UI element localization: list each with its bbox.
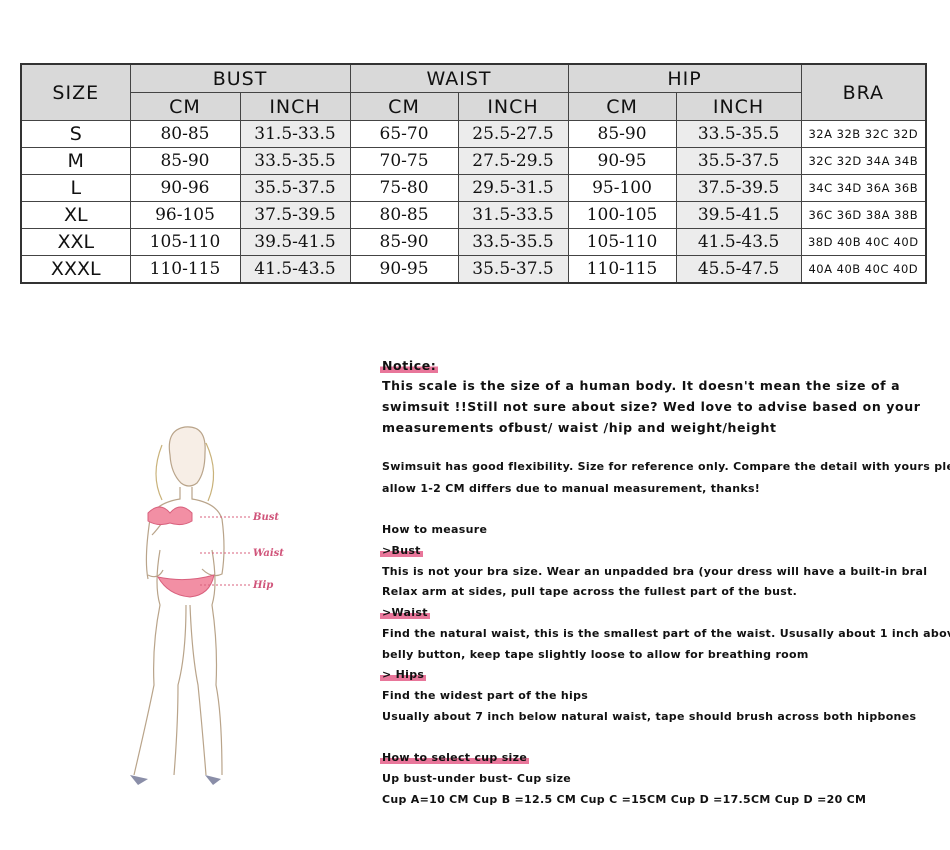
table-row: M 85-90 33.5-35.5 70-75 27.5-29.5 90-95 35.5-3… — [20, 147, 927, 175]
cell-bra: 40A 40B 40C 40D — [800, 255, 927, 284]
how-to-measure: How to measure — [382, 523, 488, 536]
cup-line: Cup A=10 CM Cup B =12.5 CM Cup C =15CM C… — [382, 793, 867, 806]
body-measurement-illustration: Bust Waist Hip — [130, 426, 284, 785]
waist-label: Waist — [253, 548, 284, 559]
cell-waist-cm: 80-85 — [349, 201, 459, 229]
cell-waist-cm: 90-95 — [349, 255, 459, 284]
cell-bust-cm: 105-110 — [129, 228, 241, 256]
header-inch: INCH — [675, 92, 802, 121]
cell-hip-cm: 100-105 — [567, 201, 677, 229]
cell-hip-cm: 110-115 — [567, 255, 677, 284]
cell-waist-in: 35.5-37.5 — [457, 255, 569, 284]
cell-bust-in: 39.5-41.5 — [239, 228, 351, 256]
waist-title: >Waist — [380, 606, 430, 619]
hips-line: Find the widest part of the hips — [382, 689, 589, 702]
cell-waist-in: 31.5-33.5 — [457, 201, 569, 229]
cell-bra: 32A 32B 32C 32D — [800, 120, 927, 148]
hips-title: > Hips — [380, 668, 427, 681]
cell-size: XXL — [20, 228, 131, 256]
waist-line: belly button, keep tape slightly loose t… — [382, 648, 809, 661]
header-bust: BUST — [129, 63, 351, 93]
cell-bust-in: 41.5-43.5 — [239, 255, 351, 284]
cell-bust-in: 37.5-39.5 — [239, 201, 351, 229]
notice-line: swimsuit !!Still not sure about size? We… — [382, 399, 921, 414]
table-row: XXL 105-110 39.5-41.5 85-90 33.5-35.5 105-110… — [20, 228, 927, 256]
cell-hip-in: 37.5-39.5 — [675, 174, 802, 202]
table-row: XXXL 110-115 41.5-43.5 90-95 35.5-37.5 110-11… — [20, 255, 927, 284]
bust-label: Bust — [252, 512, 279, 523]
cell-waist-cm: 70-75 — [349, 147, 459, 175]
cell-waist-in: 27.5-29.5 — [457, 147, 569, 175]
cell-waist-cm: 85-90 — [349, 228, 459, 256]
cell-hip-in: 39.5-41.5 — [675, 201, 802, 229]
notice-title: Notice: — [380, 358, 439, 373]
table-row: L 90-96 35.5-37.5 75-80 29.5-31.5 95-100 37.5-… — [20, 174, 927, 202]
header-cm: CM — [129, 92, 241, 121]
cell-size: S — [20, 120, 131, 148]
cell-waist-in: 33.5-35.5 — [457, 228, 569, 256]
header-cm: CM — [567, 92, 677, 121]
cell-bra: 36C 36D 38A 38B — [800, 201, 927, 229]
size-chart-table: SIZE BUST WAIST HIP BRA CM INCH CM INCH … — [20, 63, 928, 284]
cell-hip-in: 35.5-37.5 — [675, 147, 802, 175]
header-inch: INCH — [457, 92, 569, 121]
cell-bra: 34C 34D 36A 36B — [800, 174, 927, 202]
flex-line: Swimsuit has good flexibility. Size for … — [382, 460, 950, 473]
header-waist: WAIST — [349, 63, 569, 93]
cell-bust-cm: 96-105 — [129, 201, 241, 229]
cell-waist-in: 25.5-27.5 — [457, 120, 569, 148]
table-row: S 80-85 31.5-33.5 65-70 25.5-27.5 85-90 33.5-3… — [20, 120, 927, 148]
cell-hip-cm: 90-95 — [567, 147, 677, 175]
header-cm: CM — [349, 92, 459, 121]
cell-size: L — [20, 174, 131, 202]
table-row: XL 96-105 37.5-39.5 80-85 31.5-33.5 100-105 39… — [20, 201, 927, 229]
cup-line: Up bust-under bust- Cup size — [382, 772, 572, 785]
cell-bust-in: 35.5-37.5 — [239, 174, 351, 202]
bust-title: >Bust — [380, 544, 423, 557]
hip-label: Hip — [252, 580, 273, 591]
cell-bra: 38D 40B 40C 40D — [800, 228, 927, 256]
cell-size: XL — [20, 201, 131, 229]
cell-bust-in: 33.5-35.5 — [239, 147, 351, 175]
cell-bust-cm: 90-96 — [129, 174, 241, 202]
cell-bust-in: 31.5-33.5 — [239, 120, 351, 148]
cell-size: XXXL — [20, 255, 131, 284]
cell-hip-in: 41.5-43.5 — [675, 228, 802, 256]
cell-waist-in: 29.5-31.5 — [457, 174, 569, 202]
waist-line: Find the natural waist, this is the smal… — [382, 627, 950, 640]
cell-hip-cm: 95-100 — [567, 174, 677, 202]
header-inch: INCH — [239, 92, 351, 121]
header-hip: HIP — [567, 63, 802, 93]
cell-hip-cm: 85-90 — [567, 120, 677, 148]
header-bra: BRA — [800, 63, 927, 121]
flex-line: allow 1-2 CM differs due to manual measu… — [382, 482, 761, 495]
cell-waist-cm: 75-80 — [349, 174, 459, 202]
cell-bust-cm: 85-90 — [129, 147, 241, 175]
cell-waist-cm: 65-70 — [349, 120, 459, 148]
notice-line: This scale is the size of a human body. … — [382, 378, 901, 393]
cell-hip-in: 33.5-35.5 — [675, 120, 802, 148]
cell-bra: 32C 32D 34A 34B — [800, 147, 927, 175]
cell-size: M — [20, 147, 131, 175]
bust-line: Relax arm at sides, pull tape across the… — [382, 585, 798, 598]
bust-line: This is not your bra size. Wear an unpad… — [382, 565, 928, 578]
header-size: SIZE — [20, 63, 131, 121]
cell-hip-cm: 105-110 — [567, 228, 677, 256]
notice-line: measurements ofbust/ waist /hip and weig… — [382, 420, 777, 435]
cell-hip-in: 45.5-47.5 — [675, 255, 802, 284]
cell-bust-cm: 110-115 — [129, 255, 241, 284]
cell-bust-cm: 80-85 — [129, 120, 241, 148]
hips-line: Usually about 7 inch below natural waist… — [382, 710, 917, 723]
cup-title: How to select cup size — [380, 751, 530, 764]
